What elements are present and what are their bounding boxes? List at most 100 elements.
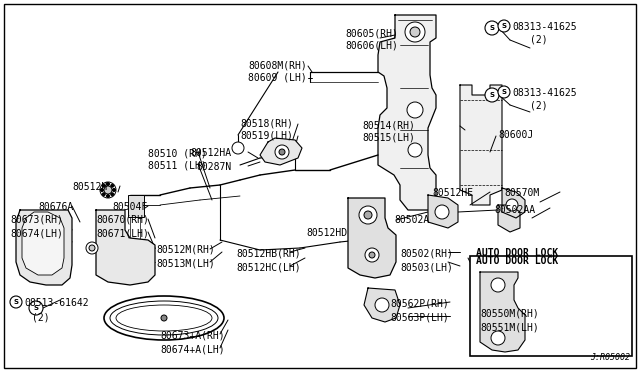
Polygon shape <box>428 195 458 228</box>
Circle shape <box>485 88 499 102</box>
Text: 80513M(LH): 80513M(LH) <box>156 258 215 268</box>
Circle shape <box>364 211 372 219</box>
Circle shape <box>408 143 422 157</box>
Text: 80609 (LH): 80609 (LH) <box>248 72 307 82</box>
Text: 80287N: 80287N <box>196 162 231 172</box>
Circle shape <box>102 193 105 196</box>
Text: 80502A: 80502A <box>394 215 429 225</box>
Text: 80674+A(LH): 80674+A(LH) <box>160 344 225 354</box>
Text: 80512HB(RH): 80512HB(RH) <box>236 248 301 258</box>
Text: J:R05002: J:R05002 <box>590 353 630 362</box>
Text: 08513-61642: 08513-61642 <box>24 298 88 308</box>
Circle shape <box>161 315 167 321</box>
Text: S: S <box>502 23 506 29</box>
Text: 80670(RH): 80670(RH) <box>96 215 149 225</box>
Text: 80511 (LH): 80511 (LH) <box>148 160 207 170</box>
Text: 80570M: 80570M <box>504 188 540 198</box>
Text: 80504F: 80504F <box>112 202 147 212</box>
Ellipse shape <box>116 305 212 331</box>
Text: S: S <box>33 305 38 311</box>
Polygon shape <box>22 212 64 275</box>
Polygon shape <box>460 85 502 205</box>
Text: 80673(RH): 80673(RH) <box>10 215 63 225</box>
Text: 80512HE: 80512HE <box>432 188 473 198</box>
Text: 80518(RH): 80518(RH) <box>240 118 293 128</box>
Text: S: S <box>490 92 495 98</box>
Text: (2): (2) <box>32 312 50 322</box>
Circle shape <box>365 248 379 262</box>
Text: 80512HD: 80512HD <box>306 228 347 238</box>
Circle shape <box>10 296 22 308</box>
Bar <box>128 195 144 217</box>
Circle shape <box>113 189 115 192</box>
Polygon shape <box>502 188 525 218</box>
Text: 80510 (RH): 80510 (RH) <box>148 148 207 158</box>
Circle shape <box>106 195 109 198</box>
Text: 80514(RH): 80514(RH) <box>362 120 415 130</box>
Text: 80606(LH): 80606(LH) <box>345 40 398 50</box>
Text: S: S <box>502 89 506 95</box>
Circle shape <box>405 22 425 42</box>
Text: 08313-41625: 08313-41625 <box>512 88 577 98</box>
Text: (2): (2) <box>530 100 548 110</box>
Bar <box>470 256 632 356</box>
Circle shape <box>359 206 377 224</box>
Circle shape <box>106 183 109 186</box>
Text: 80519(LH): 80519(LH) <box>240 130 293 140</box>
Text: 80600J: 80600J <box>498 130 533 140</box>
Circle shape <box>491 278 505 292</box>
Circle shape <box>407 102 423 118</box>
Text: 80550M(RH): 80550M(RH) <box>480 308 539 318</box>
Polygon shape <box>260 138 302 165</box>
Circle shape <box>485 21 499 35</box>
Circle shape <box>29 301 43 315</box>
Circle shape <box>86 242 98 254</box>
Polygon shape <box>498 205 520 232</box>
Polygon shape <box>96 210 155 285</box>
Circle shape <box>104 186 112 194</box>
Polygon shape <box>348 198 396 278</box>
Circle shape <box>232 142 244 154</box>
Text: S: S <box>490 25 495 31</box>
Text: 80673+A(RH): 80673+A(RH) <box>160 330 225 340</box>
Text: 80503(LH): 80503(LH) <box>400 262 453 272</box>
Circle shape <box>491 331 505 345</box>
Circle shape <box>279 149 285 155</box>
Text: 80605(RH): 80605(RH) <box>345 28 398 38</box>
Circle shape <box>275 145 289 159</box>
Circle shape <box>435 205 449 219</box>
Text: 80502(RH): 80502(RH) <box>400 248 453 258</box>
Text: 80551M(LH): 80551M(LH) <box>480 322 539 332</box>
Text: 80562P(RH): 80562P(RH) <box>390 298 449 308</box>
Text: 80515(LH): 80515(LH) <box>362 132 415 142</box>
Text: 08313-41625: 08313-41625 <box>512 22 577 32</box>
Circle shape <box>100 189 104 192</box>
Text: 80676A: 80676A <box>38 202 73 212</box>
Circle shape <box>369 252 375 258</box>
Text: 80512HC(LH): 80512HC(LH) <box>236 262 301 272</box>
Polygon shape <box>378 15 436 210</box>
Polygon shape <box>480 272 525 352</box>
Circle shape <box>100 182 116 198</box>
Text: 80512M(RH): 80512M(RH) <box>156 245 215 255</box>
Text: AUTO DOOR LOCK: AUTO DOOR LOCK <box>476 248 558 258</box>
Text: 80563P(LH): 80563P(LH) <box>390 312 449 322</box>
Circle shape <box>498 86 510 98</box>
Text: 80608M(RH): 80608M(RH) <box>248 60 307 70</box>
Text: 80512H: 80512H <box>72 182 108 192</box>
Circle shape <box>89 245 95 251</box>
Circle shape <box>410 27 420 37</box>
Text: S: S <box>13 299 19 305</box>
Circle shape <box>102 184 105 187</box>
Text: 80671(LH): 80671(LH) <box>96 228 149 238</box>
Circle shape <box>111 184 114 187</box>
Polygon shape <box>364 288 400 322</box>
Circle shape <box>375 298 389 312</box>
Circle shape <box>498 20 510 32</box>
Text: 80674(LH): 80674(LH) <box>10 228 63 238</box>
Text: 80512HA: 80512HA <box>190 148 231 158</box>
Text: AUTO DOOR LOCK: AUTO DOOR LOCK <box>476 256 558 266</box>
Text: 80502AA: 80502AA <box>494 205 535 215</box>
Text: (2): (2) <box>530 34 548 44</box>
Circle shape <box>506 199 518 211</box>
